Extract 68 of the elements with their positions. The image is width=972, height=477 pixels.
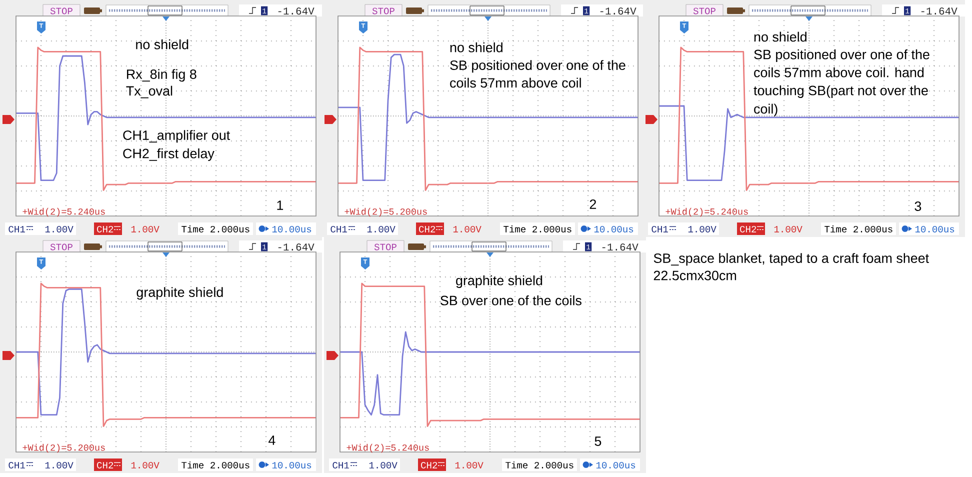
text: 5 (594, 436, 602, 446)
text: 1.00V (453, 226, 482, 232)
text: STOP (372, 8, 394, 14)
text: 10.00us (594, 226, 634, 232)
text: 22.5cmx30cm (654, 270, 736, 280)
annotation: coils 57mm above coil (450, 78, 581, 88)
annotation: Rx_8in fig 8 (127, 69, 196, 82)
text: 1.00V (367, 226, 396, 232)
text: STOP (50, 8, 72, 14)
text: CH2 (97, 226, 114, 232)
annotation: touching SB(part not over the (754, 85, 928, 98)
text: 2 (590, 199, 596, 209)
text: CH1 (330, 226, 347, 232)
annotation: no shield (450, 42, 502, 52)
text: STOP (50, 244, 72, 250)
annotation: CH2_first delay (123, 148, 214, 161)
annotation: no shield (136, 39, 188, 50)
annotation: graphite shield (136, 287, 223, 300)
text: 1.00V (131, 462, 160, 468)
text: -1.64V (600, 7, 636, 15)
text: -1.64V (921, 7, 958, 15)
text: +Wid(2)=5.240us (666, 208, 748, 217)
text: CH2 (421, 462, 438, 468)
text: CH1 (8, 226, 25, 232)
text: 1.00V (45, 462, 74, 468)
annotation: Tx_oval (126, 86, 172, 98)
text: STOP (374, 244, 396, 250)
text: 10.00us (272, 462, 312, 468)
text: 10.00us (272, 226, 312, 232)
text: +Wid(2)=5.240us (22, 208, 105, 217)
text: 3 (914, 201, 922, 211)
text: Time 2.000us (504, 225, 572, 232)
text: 1.00V (369, 462, 398, 468)
text: Time 2.000us (506, 461, 574, 468)
text: 1.00V (774, 226, 802, 232)
text: 1.00V (131, 226, 160, 232)
annotation: coils 57mm above coil. hand (754, 67, 924, 78)
text: +Wid(2)=5.200us (344, 208, 427, 217)
text: Time 2.000us (182, 225, 250, 232)
annotation: graphite shield (456, 275, 542, 288)
text: no shield (754, 32, 806, 42)
text: CH2 (740, 226, 756, 232)
text: 10.00us (915, 226, 954, 232)
annotation: SB over one of the coils (440, 295, 582, 306)
text: STOP (693, 8, 716, 14)
text: Time 2.000us (824, 225, 892, 232)
annotation: SB positioned over one of the (754, 49, 930, 62)
text: CH2 (97, 462, 114, 468)
text: 1.00V (455, 462, 484, 468)
text: CH1 (8, 462, 25, 468)
text: -1.64V (602, 243, 638, 251)
annotation: coil) (754, 104, 778, 116)
text: 1.00V (688, 226, 716, 232)
text: 1.00V (45, 226, 74, 232)
text: CH1 (332, 462, 349, 468)
text: -1.64V (278, 243, 314, 251)
text: +Wid(2)=5.200us (22, 444, 105, 453)
text: CH2 (419, 226, 436, 232)
text: 4 (268, 436, 276, 445)
text: +Wid(2)=5.240us (346, 444, 429, 453)
text: SB_space blanket, taped to a craft foam sheet (654, 253, 929, 266)
text: -1.64V (278, 7, 314, 15)
annotation: SB positioned over one of the (450, 60, 626, 73)
text: 10.00us (596, 462, 636, 468)
annotation: CH1_amplifier out (123, 130, 230, 143)
text: 1 (277, 200, 284, 210)
text: Time 2.000us (182, 461, 250, 468)
text: CH1 (652, 226, 668, 232)
